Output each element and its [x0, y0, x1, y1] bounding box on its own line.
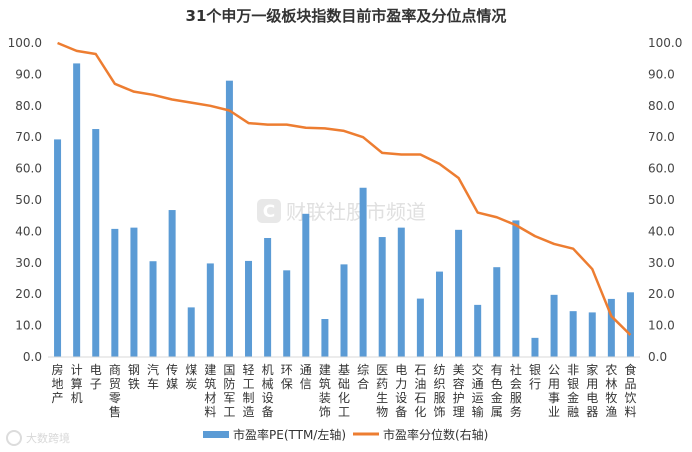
- category-label: 公用事业: [548, 363, 560, 419]
- legend-bar-label: 市盈率PE(TTM/左轴): [233, 427, 346, 442]
- legend: 市盈率PE(TTM/左轴) 市盈率分位数(右轴): [203, 427, 488, 442]
- left-tick-label: 40.0: [15, 224, 42, 238]
- right-tick-label: 70.0: [648, 130, 675, 144]
- category-label: 基础化工: [338, 363, 350, 419]
- category-label: 交通运输: [472, 362, 484, 419]
- bar: [73, 63, 80, 357]
- category-label: 国防军工: [223, 363, 235, 419]
- right-tick-label: 50.0: [648, 193, 675, 207]
- watermark: C 财联社股市频道: [257, 199, 426, 224]
- bar: [188, 307, 195, 357]
- footer-logo-icon: [7, 431, 21, 445]
- bar: [92, 129, 99, 357]
- category-label: 家用电器: [586, 362, 598, 419]
- watermark-logo-glyph: C: [263, 202, 275, 222]
- bar: [302, 214, 309, 357]
- category-label: 钢铁: [128, 363, 140, 391]
- bar: [150, 261, 157, 357]
- left-tick-label: 0.0: [23, 350, 42, 364]
- category-label: 商贸零售: [109, 362, 121, 419]
- category-label: 计算机: [71, 363, 83, 405]
- category-label: 建筑材料: [204, 363, 216, 419]
- category-label: 电子: [90, 363, 102, 391]
- left-tick-label: 90.0: [15, 67, 42, 81]
- chart-title: 31个申万一级板块指数目前市盈率及分位点情况: [186, 7, 507, 25]
- right-tick-label: 90.0: [648, 67, 675, 81]
- bar: [321, 319, 328, 357]
- category-label: 轻工制造: [243, 363, 255, 419]
- category-label: 非银金融: [567, 363, 579, 419]
- bar: [627, 292, 634, 357]
- left-tick-label: 50.0: [15, 193, 42, 207]
- right-tick-label: 40.0: [648, 224, 675, 238]
- bar: [169, 210, 176, 357]
- left-tick-label: 100.0: [8, 36, 42, 50]
- right-axis: 0.0 10.0 20.0 30.0 40.0 50.0 60.0 70.0 80.0 90.0 1…: [648, 36, 682, 364]
- category-label: 食品饮料: [624, 362, 636, 419]
- bar: [589, 312, 596, 357]
- category-label: 汽车: [147, 362, 159, 391]
- footer-text: 大数跨境: [26, 431, 70, 445]
- right-tick-label: 20.0: [648, 287, 675, 301]
- bar: [436, 272, 443, 357]
- category-label: 医药生物: [376, 363, 388, 419]
- category-labels: 房地产计算机电子商贸零售钢铁汽车传媒煤炭建筑材料国防军工轻工制造机械设备环保通信…: [52, 362, 637, 419]
- bar: [54, 139, 61, 357]
- left-tick-label: 80.0: [15, 99, 42, 113]
- bar: [341, 264, 348, 357]
- bar: [111, 229, 118, 357]
- category-label: 银行: [529, 363, 541, 391]
- legend-line-label: 市盈率分位数(右轴): [383, 427, 488, 442]
- bar: [264, 238, 271, 357]
- bar: [531, 338, 538, 357]
- category-label: 传媒: [166, 362, 178, 391]
- right-tick-label: 80.0: [648, 99, 675, 113]
- bar: [493, 267, 500, 357]
- category-label: 石油石化: [414, 363, 426, 419]
- bar: [130, 228, 137, 357]
- bar: [417, 299, 424, 357]
- left-axis: 0.0 10.0 20.0 30.0 40.0 50.0 60.0 70.0 80.0 90.0 1…: [8, 36, 42, 364]
- right-tick-label: 100.0: [648, 36, 682, 50]
- bar: [455, 230, 462, 357]
- category-label: 美容护理: [453, 363, 465, 419]
- left-tick-label: 10.0: [15, 319, 42, 333]
- bar: [474, 305, 481, 357]
- bar: [570, 311, 577, 357]
- category-label: 社会服务: [510, 362, 522, 419]
- category-label: 纺织服饰: [433, 363, 445, 419]
- bar: [512, 220, 519, 357]
- category-label: 房地产: [52, 362, 64, 405]
- category-label: 综合: [357, 363, 369, 391]
- bar: [283, 270, 290, 357]
- bar: [245, 261, 252, 357]
- left-tick-label: 70.0: [15, 130, 42, 144]
- bar: [226, 81, 233, 357]
- footer-brand: 大数跨境: [7, 431, 70, 445]
- category-label: 机械设备: [262, 363, 274, 419]
- right-tick-label: 60.0: [648, 162, 675, 176]
- category-label: 农林牧渔: [605, 363, 617, 419]
- category-label: 环保: [281, 363, 293, 391]
- left-tick-label: 20.0: [15, 287, 42, 301]
- category-label: 煤炭: [185, 363, 197, 391]
- legend-bar-swatch: [203, 431, 229, 438]
- category-label: 建筑装饰: [319, 363, 331, 419]
- left-tick-label: 60.0: [15, 162, 42, 176]
- right-tick-label: 10.0: [648, 319, 675, 333]
- category-label: 电力设备: [395, 363, 407, 419]
- bar: [398, 228, 405, 357]
- right-tick-label: 0.0: [648, 350, 667, 364]
- right-tick-label: 30.0: [648, 256, 675, 270]
- bar: [379, 237, 386, 357]
- chart-canvas: 31个申万一级板块指数目前市盈率及分位点情况 C 财联社股市频道 0.0 10.0…: [0, 0, 692, 452]
- bar: [207, 263, 214, 357]
- left-tick-label: 30.0: [15, 256, 42, 270]
- category-label: 通信: [300, 363, 312, 391]
- bar: [360, 188, 367, 357]
- bar: [551, 295, 558, 357]
- category-label: 有色金属: [491, 363, 503, 419]
